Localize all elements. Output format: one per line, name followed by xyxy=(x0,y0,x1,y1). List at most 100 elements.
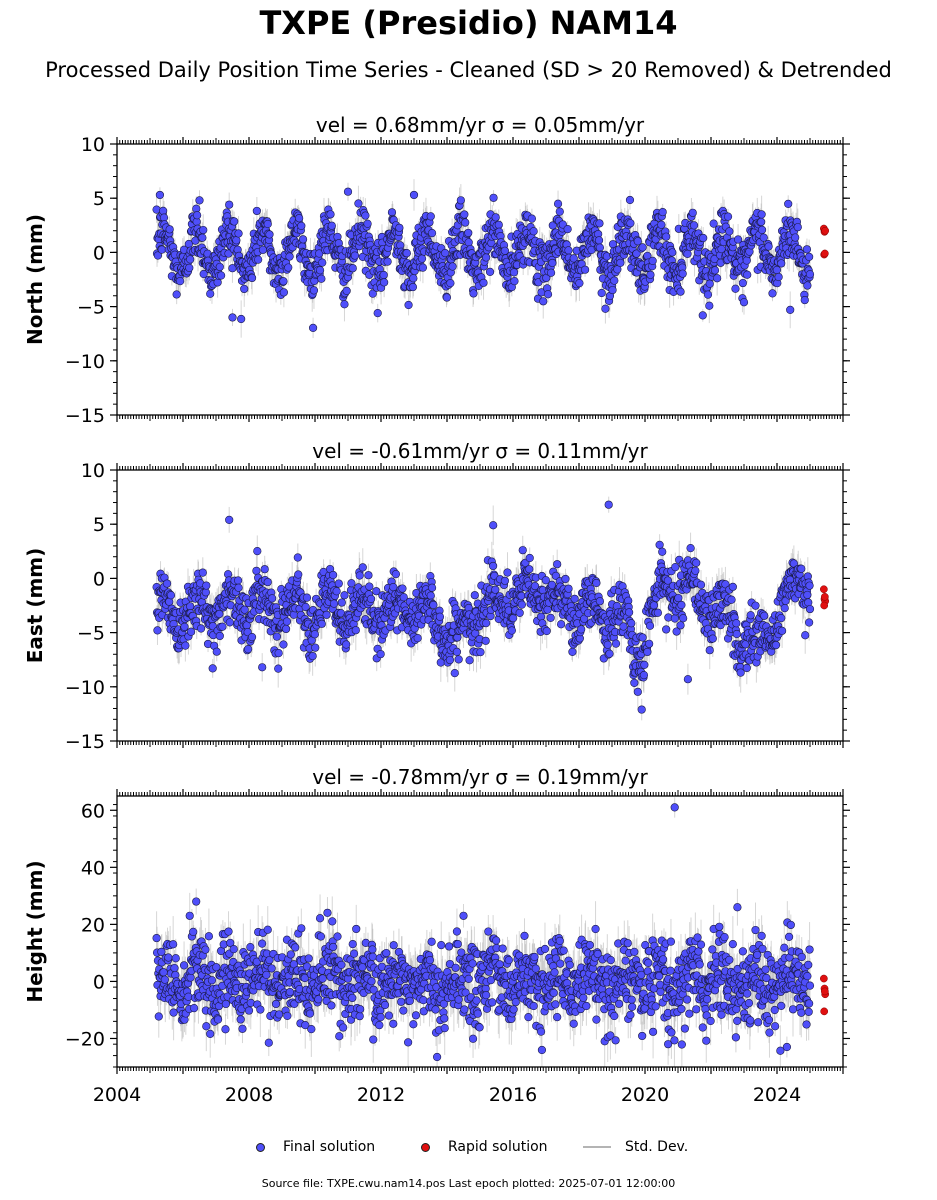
final-point xyxy=(527,214,537,223)
y-tick-label: −15 xyxy=(65,405,105,427)
final-point xyxy=(658,207,667,217)
final-point xyxy=(193,211,202,220)
final-point xyxy=(546,268,556,277)
final-point xyxy=(802,245,812,254)
final-point xyxy=(228,313,237,322)
final-point xyxy=(610,276,619,285)
final-point xyxy=(247,273,257,283)
final-point xyxy=(705,279,714,288)
final-point xyxy=(368,289,377,298)
final-point xyxy=(678,269,687,278)
final-point xyxy=(555,207,564,216)
final-point xyxy=(575,279,584,288)
final-point xyxy=(409,190,419,200)
final-point xyxy=(284,263,293,272)
final-point xyxy=(427,229,437,238)
final-point xyxy=(206,289,215,298)
final-point xyxy=(165,225,174,234)
final-point xyxy=(608,285,617,295)
final-point xyxy=(448,262,457,271)
final-point xyxy=(240,284,249,294)
final-point xyxy=(224,249,233,258)
final-point xyxy=(402,249,411,258)
rapid-point xyxy=(821,226,830,235)
final-point xyxy=(176,277,185,286)
final-point xyxy=(199,269,208,279)
final-point xyxy=(743,270,752,279)
final-point xyxy=(456,196,465,205)
final-point xyxy=(580,265,590,274)
final-point xyxy=(725,227,734,236)
final-point xyxy=(548,258,557,268)
final-point xyxy=(155,190,164,200)
final-point xyxy=(153,251,163,260)
final-point xyxy=(348,264,357,273)
final-point xyxy=(464,228,473,238)
final-point xyxy=(295,214,304,223)
final-point xyxy=(676,287,685,296)
final-point xyxy=(237,314,246,324)
final-point xyxy=(772,265,781,275)
final-point xyxy=(759,233,768,242)
final-point xyxy=(625,195,635,205)
final-point xyxy=(564,246,573,255)
final-point xyxy=(461,218,470,227)
y-tick-label: 10 xyxy=(81,134,105,156)
final-point xyxy=(703,290,713,299)
final-point xyxy=(709,219,718,228)
final-point xyxy=(464,238,473,247)
final-point xyxy=(784,199,793,208)
panel-north: −15 −10 −5 0 5 10 vel = 0.68mm/yr σ = 0.05mm/y… xyxy=(23,113,850,427)
rapid-solution-points xyxy=(820,224,830,259)
final-point xyxy=(489,193,498,202)
final-point xyxy=(426,212,435,221)
final-point xyxy=(491,213,500,222)
final-point xyxy=(350,251,360,260)
final-point xyxy=(548,221,557,230)
final-point xyxy=(460,210,469,219)
final-point xyxy=(469,289,478,298)
final-point xyxy=(648,256,657,265)
final-point xyxy=(309,286,319,295)
final-point xyxy=(757,217,766,227)
final-point xyxy=(742,256,751,265)
final-point xyxy=(298,235,308,244)
final-point xyxy=(409,274,418,283)
final-point xyxy=(215,262,224,272)
final-point xyxy=(317,274,326,283)
final-point xyxy=(699,233,708,243)
final-point xyxy=(793,223,802,232)
final-point xyxy=(805,270,815,279)
final-point xyxy=(442,293,452,302)
final-point xyxy=(285,252,294,261)
final-point xyxy=(738,278,747,288)
final-point xyxy=(510,277,519,286)
final-point xyxy=(768,289,777,298)
final-point xyxy=(683,249,692,259)
final-point xyxy=(710,266,720,275)
final-point xyxy=(757,225,767,234)
final-point xyxy=(363,219,372,228)
final-point xyxy=(404,300,413,310)
final-point xyxy=(318,258,327,267)
final-point xyxy=(594,236,604,245)
final-point xyxy=(418,263,428,272)
final-point xyxy=(713,274,722,283)
final-point xyxy=(441,248,450,258)
final-point xyxy=(688,208,697,217)
final-point xyxy=(373,309,382,318)
final-point xyxy=(234,229,243,238)
final-point xyxy=(446,279,455,288)
final-point xyxy=(354,199,363,208)
final-point xyxy=(379,270,388,280)
y-axis-label-north: North (mm) xyxy=(23,214,47,345)
final-point xyxy=(764,242,773,251)
final-point xyxy=(185,263,194,272)
final-point xyxy=(343,187,353,196)
final-point xyxy=(705,301,714,310)
final-point xyxy=(485,267,495,276)
final-point xyxy=(777,259,786,268)
final-point xyxy=(254,255,263,264)
final-point xyxy=(569,254,578,263)
panel-data-east xyxy=(152,496,830,721)
